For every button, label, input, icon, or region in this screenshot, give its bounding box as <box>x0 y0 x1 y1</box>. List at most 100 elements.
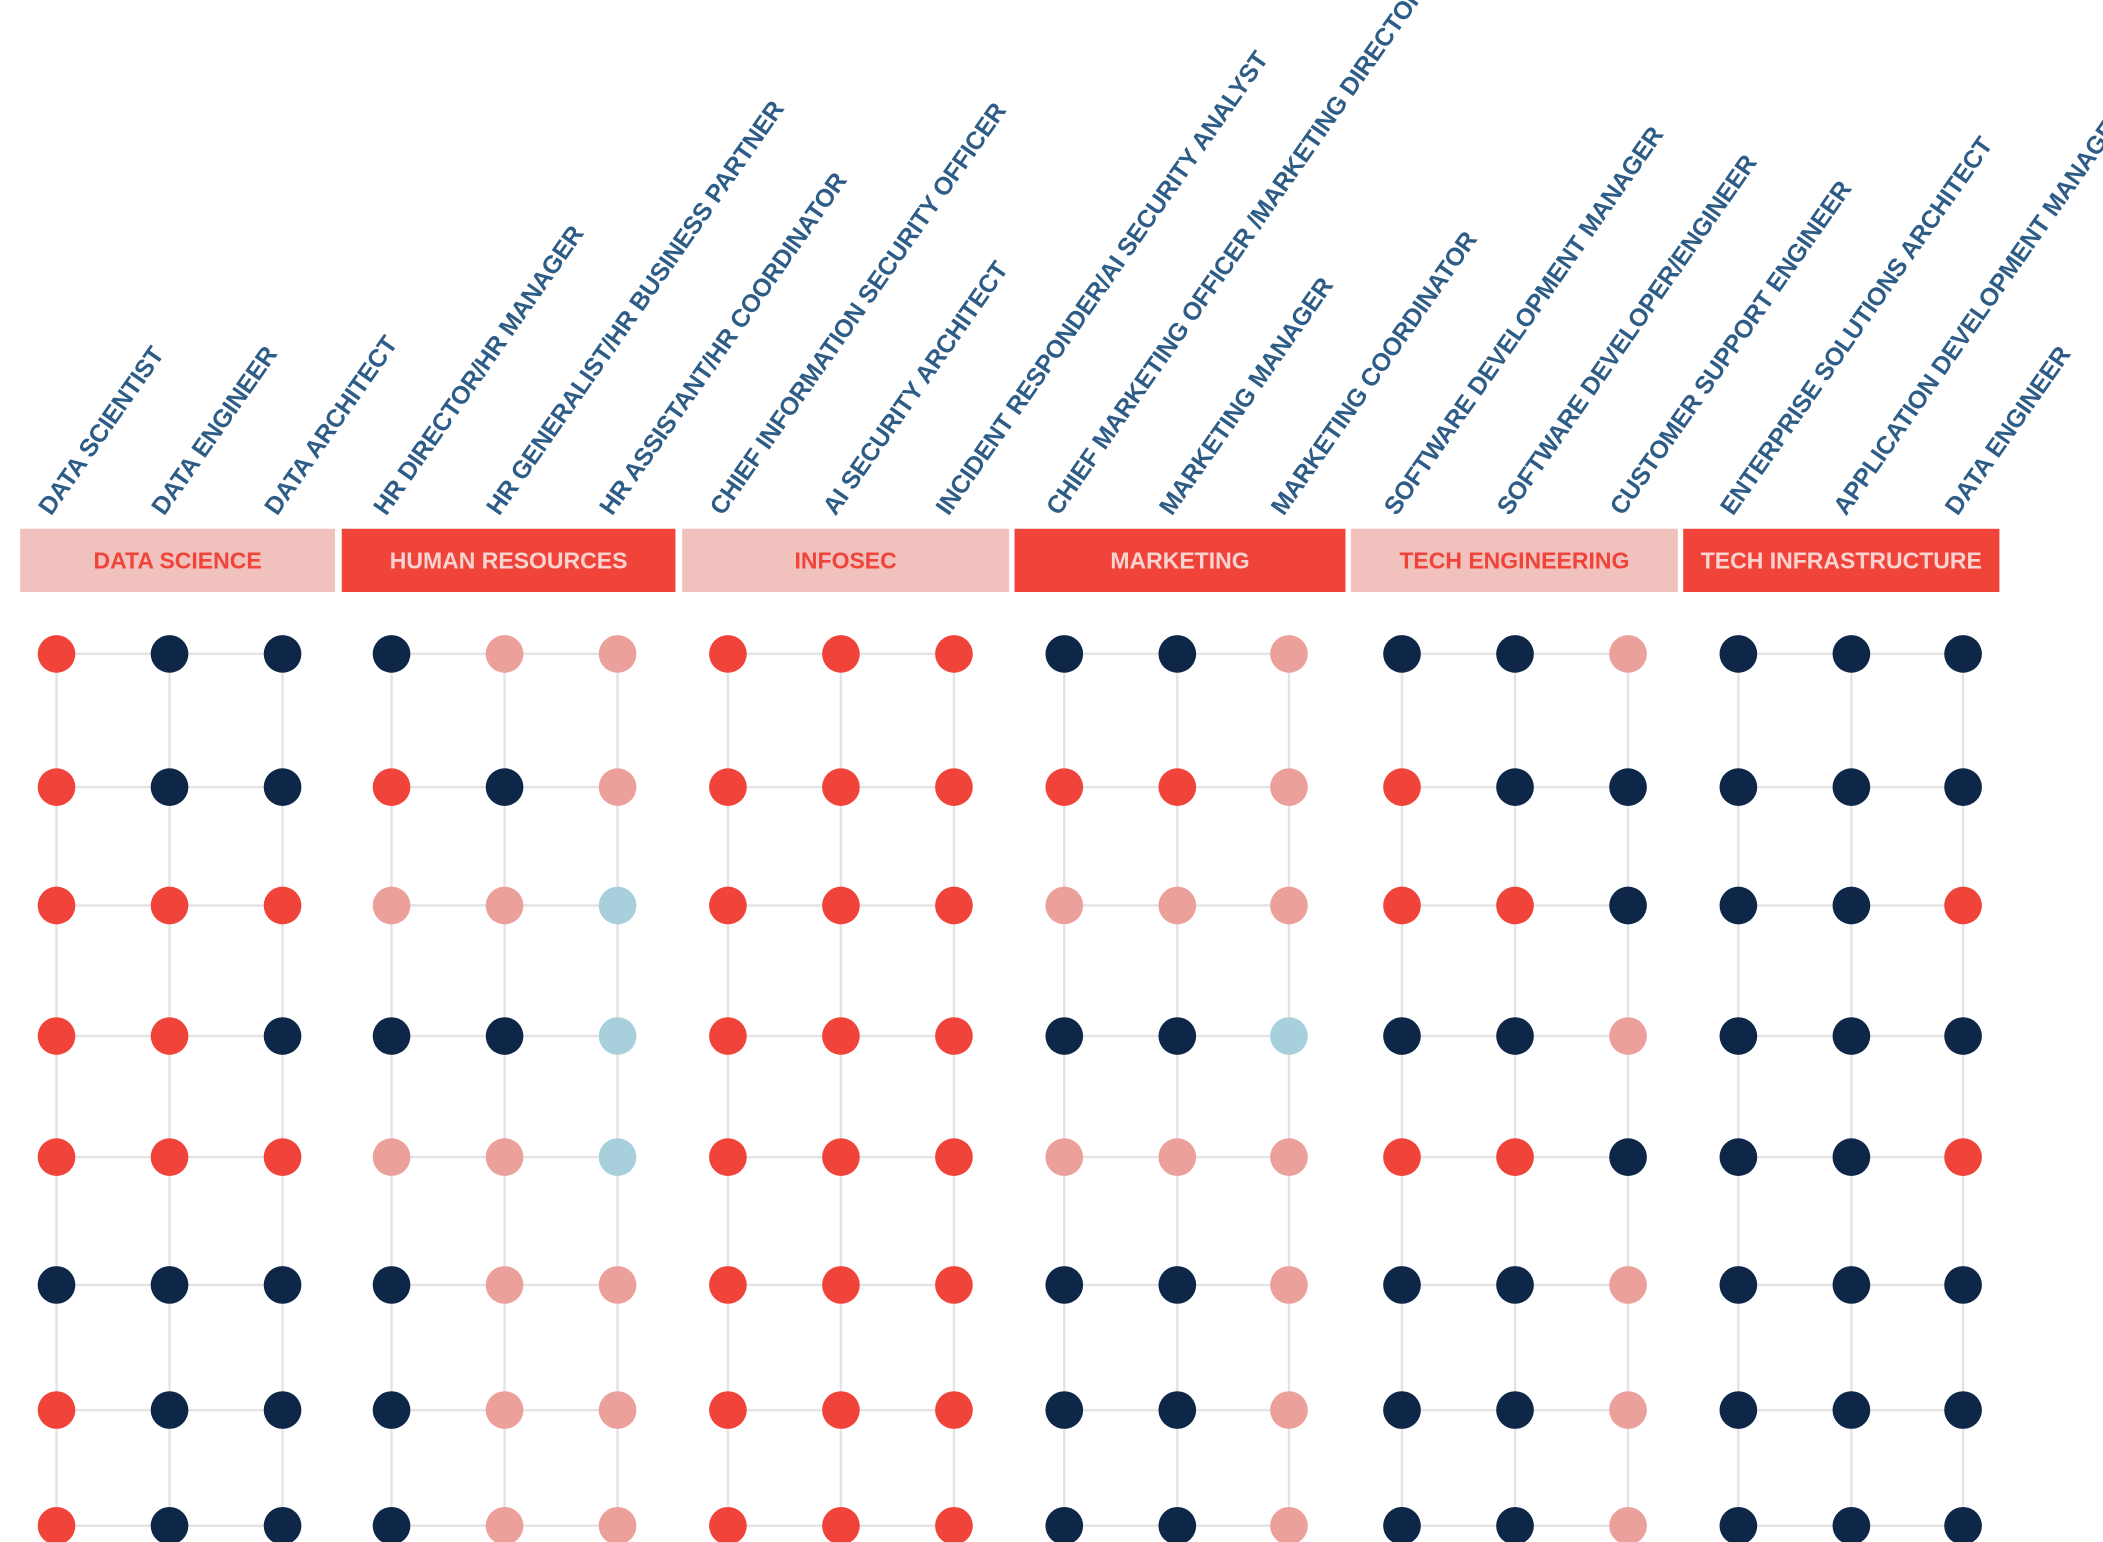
dot-pink <box>372 886 411 925</box>
dot-pink <box>485 1138 524 1176</box>
role-label: AI SECURITY ARCHITECT <box>818 257 1014 521</box>
grid-lines <box>55 652 1965 1528</box>
dot-red <box>1383 768 1421 806</box>
dot-navy <box>1609 886 1647 925</box>
dot-red <box>935 886 973 925</box>
dot-navy <box>263 1391 302 1429</box>
group-label: TECH ENGINEERING <box>1399 547 1629 573</box>
dot-red <box>1045 768 1084 806</box>
dot-pink <box>485 1391 524 1429</box>
dot-pink <box>1609 1506 1647 1542</box>
dot-navy <box>1944 635 1982 673</box>
dot-navy <box>263 1506 302 1542</box>
dot-navy <box>1832 1266 1871 1304</box>
dot-red <box>822 1138 860 1176</box>
dot-navy <box>1383 1017 1421 1055</box>
dot-red <box>709 635 747 673</box>
dot-pink <box>1158 886 1197 925</box>
dot-pink <box>598 635 637 673</box>
dot-red <box>935 1391 973 1429</box>
dot-navy <box>1045 1391 1084 1429</box>
dot-red <box>709 1506 747 1542</box>
dot-navy <box>1719 635 1758 673</box>
dot-navy <box>1496 635 1534 673</box>
dot-red <box>822 1506 860 1542</box>
dot-red <box>935 768 973 806</box>
dot-navy <box>1944 1017 1982 1055</box>
dot-red <box>1158 768 1197 806</box>
role-label: HR ASSISTANT/HR COORDINATOR <box>594 168 852 520</box>
dot-pink <box>1045 886 1084 925</box>
dot-red <box>150 1138 189 1176</box>
dot-red <box>822 1017 860 1055</box>
dot-red <box>709 1017 747 1055</box>
dot-pink <box>1609 635 1647 673</box>
dot-pink <box>485 1506 524 1542</box>
dot-navy <box>1383 1506 1421 1542</box>
role-label: DATA SCIENTIST <box>33 342 170 520</box>
dot-navy <box>263 768 302 806</box>
dot-navy <box>372 1391 411 1429</box>
dot-red <box>1383 1138 1421 1176</box>
role-label: DATA ENGINEER <box>146 341 283 520</box>
role-label: MARKETING COORDINATOR <box>1266 226 1483 520</box>
dot-pink <box>1270 635 1308 673</box>
dot-pink <box>598 1506 637 1542</box>
dot-navy <box>1496 1506 1534 1542</box>
dot-navy <box>1045 1017 1084 1055</box>
dot-navy <box>1609 768 1647 806</box>
dot-red <box>822 886 860 925</box>
dot-red <box>935 635 973 673</box>
dot-navy <box>1496 1266 1534 1304</box>
group-label: MARKETING <box>1110 547 1249 573</box>
group-bands: DATA SCIENCE HUMAN RESOURCES INFOSEC MARKET… <box>20 528 2000 593</box>
dot-red <box>935 1138 973 1176</box>
dot-navy <box>1496 1017 1534 1055</box>
dot-navy <box>1158 1506 1197 1542</box>
group-band <box>341 528 676 593</box>
dot-navy <box>1045 1266 1084 1304</box>
dots <box>37 635 1982 1542</box>
dot-navy <box>1719 768 1758 806</box>
group-band <box>1350 528 1678 593</box>
dot-lightblue <box>598 886 637 925</box>
dot-pink <box>1270 886 1308 925</box>
dot-navy <box>37 1266 76 1304</box>
dot-red <box>935 1266 973 1304</box>
dot-pink <box>1270 768 1308 806</box>
dot-navy <box>485 768 524 806</box>
dot-navy <box>1045 635 1084 673</box>
dot-pink <box>485 886 524 925</box>
dot-red <box>1383 886 1421 925</box>
dot-lightblue <box>598 1017 637 1055</box>
group-label: TECH INFRASTRUCTURE <box>1701 547 1982 573</box>
dot-navy <box>1719 1506 1758 1542</box>
dot-red <box>150 886 189 925</box>
dot-navy <box>263 1266 302 1304</box>
dot-red <box>1496 1138 1534 1176</box>
dot-navy <box>1045 1506 1084 1542</box>
group-band <box>1014 528 1346 593</box>
dot-navy <box>263 635 302 673</box>
dot-red <box>709 768 747 806</box>
dot-red <box>822 635 860 673</box>
dot-navy <box>1832 1506 1871 1542</box>
group-band <box>682 528 1010 593</box>
dot-pink <box>1609 1017 1647 1055</box>
dot-red <box>37 1138 76 1176</box>
dot-navy <box>1383 1391 1421 1429</box>
dot-red <box>822 768 860 806</box>
role-label: HR DIRECTOR/HR MANAGER <box>368 221 589 520</box>
dot-navy <box>1719 886 1758 925</box>
dot-navy <box>1719 1138 1758 1176</box>
dot-navy <box>1832 1017 1871 1055</box>
dot-navy <box>150 1266 189 1304</box>
dot-navy <box>150 1391 189 1429</box>
dot-lightblue <box>1270 1017 1308 1055</box>
role-label: DATA ENGINEER <box>1940 341 2077 520</box>
dot-navy <box>372 1506 411 1542</box>
dot-navy <box>263 1017 302 1055</box>
dot-pink <box>1609 1391 1647 1429</box>
dot-pink <box>485 1266 524 1304</box>
